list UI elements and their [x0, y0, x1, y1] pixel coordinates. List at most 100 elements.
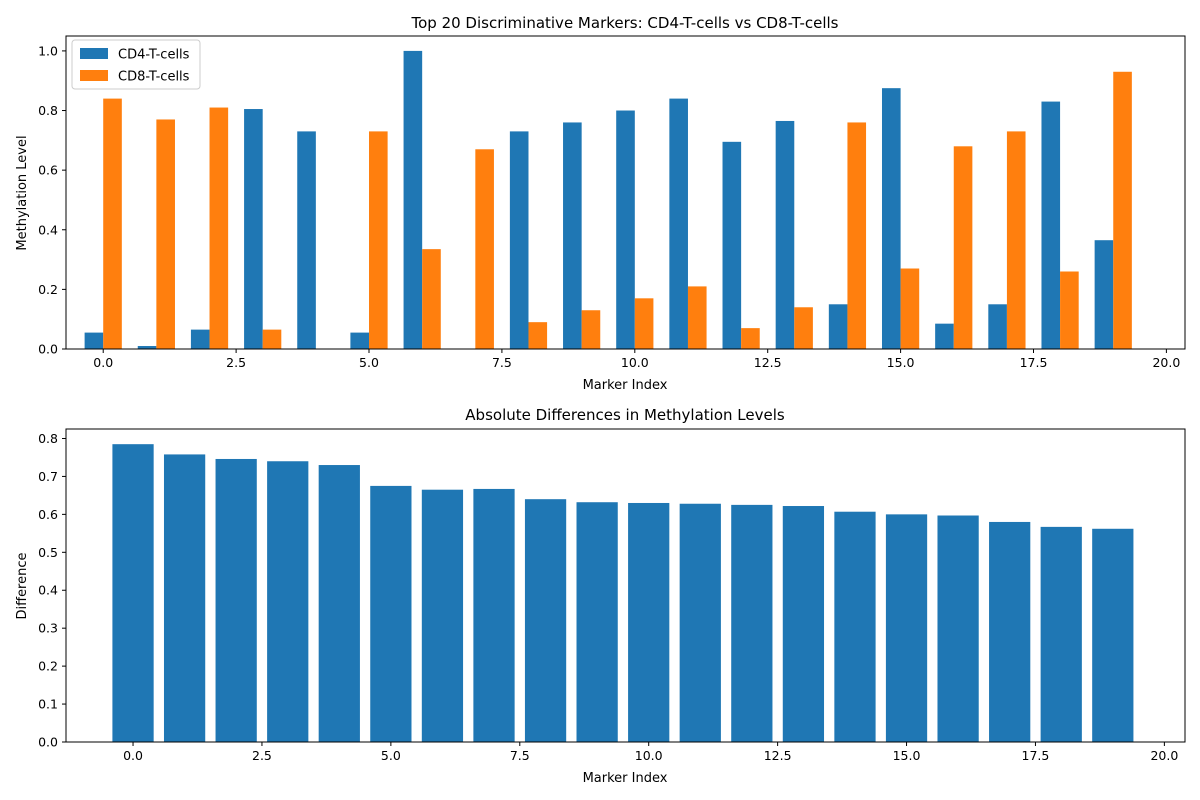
bar-difference-12: [731, 504, 773, 742]
bar-cd8-t-cells-6: [422, 249, 441, 349]
x-tick-label: 10.0: [635, 748, 663, 763]
bar-cd4-t-cells-13: [775, 120, 795, 350]
bar-cd4-t-cells-14: [828, 304, 848, 349]
bar-cd8-t-cells-8: [528, 322, 548, 349]
plot-frame: [65, 428, 1186, 743]
y-tick-label: 0.0: [38, 342, 58, 357]
absolute-differences-chart: Absolute Differences in Methylation Leve…: [15, 406, 1186, 786]
bar-difference-8: [524, 499, 567, 742]
y-tick-label: 0.7: [38, 469, 58, 484]
x-tick-label: 20.0: [1152, 355, 1180, 370]
y-axis-label: Methylation Level: [15, 135, 30, 250]
bar-cd8-t-cells-13: [794, 307, 813, 349]
bar-cd4-t-cells-8: [509, 131, 529, 349]
bar-cd8-t-cells-16: [953, 146, 973, 349]
legend-label-cd8: CD8-T-cells: [118, 70, 190, 85]
bar-difference-4: [318, 465, 360, 742]
bar-cd4-t-cells-11: [669, 98, 688, 349]
x-tick-label: 20.0: [1150, 748, 1178, 763]
y-tick-label: 0.4: [38, 222, 58, 237]
bar-cd8-t-cells-11: [687, 286, 707, 349]
legend-swatch-cd8: [80, 70, 108, 81]
bar-difference-3: [267, 461, 309, 742]
x-tick-label: 12.5: [764, 748, 792, 763]
bar-cd4-t-cells-16: [935, 323, 954, 349]
x-axis-label: Marker Index: [583, 378, 668, 393]
bar-cd8-t-cells-19: [1113, 71, 1132, 350]
bars-group: [112, 444, 1134, 742]
bar-cd8-t-cells-7: [475, 149, 494, 349]
x-tick-label: 0.0: [93, 355, 113, 370]
bar-cd8-t-cells-14: [847, 122, 867, 349]
chart-title: Top 20 Discriminative Markers: CD4-T-cel…: [410, 14, 838, 32]
bar-cd4-t-cells-0: [84, 332, 104, 349]
y-tick-label: 0.3: [38, 621, 58, 636]
legend: CD4-T-cells CD8-T-cells: [71, 39, 201, 90]
bar-difference-14: [834, 511, 876, 742]
bar-difference-1: [163, 454, 206, 742]
x-tick-label: 7.5: [492, 355, 512, 370]
bar-cd8-t-cells-12: [741, 328, 760, 349]
x-ticks: 0.0 2.5 5.0 7.5 10.0 12.5 15.0 17.5 20.0: [93, 349, 1180, 370]
bar-cd4-t-cells-18: [1041, 101, 1061, 349]
bar-cd8-t-cells-10: [634, 298, 654, 349]
x-tick-label: 17.5: [1022, 748, 1050, 763]
bar-cd4-t-cells-15: [881, 88, 901, 350]
bar-cd4-t-cells-10: [616, 110, 635, 350]
bar-cd8-t-cells-0: [103, 98, 122, 349]
bar-cd4-t-cells-3: [244, 109, 263, 349]
bar-cd4-t-cells-12: [722, 141, 742, 349]
bar-difference-16: [937, 515, 979, 742]
bar-difference-11: [679, 503, 721, 742]
bar-cd8-t-cells-17: [1006, 131, 1026, 349]
bar-difference-7: [473, 488, 515, 742]
bar-difference-2: [215, 458, 257, 742]
bar-cd4-t-cells-4: [297, 131, 316, 349]
bar-cd4-t-cells-2: [190, 329, 210, 349]
bar-difference-9: [576, 502, 618, 742]
bar-cd8-t-cells-15: [900, 268, 920, 349]
bars-group: [84, 50, 1132, 350]
y-tick-label: 0.5: [38, 545, 58, 560]
y-tick-label: 0.2: [38, 659, 58, 674]
legend-swatch-cd4: [80, 48, 108, 59]
x-tick-label: 0.0: [123, 748, 143, 763]
y-tick-label: 0.1: [38, 697, 58, 712]
bar-difference-18: [1040, 526, 1082, 742]
chart-title: Absolute Differences in Methylation Leve…: [465, 406, 785, 424]
y-axis-label: Difference: [15, 552, 30, 619]
bar-cd4-t-cells-9: [563, 122, 582, 349]
x-tick-label: 5.0: [359, 355, 379, 370]
x-tick-label: 10.0: [621, 355, 649, 370]
x-tick-label: 2.5: [252, 748, 272, 763]
x-tick-label: 15.0: [893, 748, 921, 763]
y-ticks: 0.0 0.1 0.2 0.3 0.4 0.5 0.6 0.7 0.8: [38, 431, 66, 750]
x-tick-label: 12.5: [754, 355, 782, 370]
y-tick-label: 0.6: [38, 163, 58, 178]
bar-cd8-t-cells-1: [156, 119, 175, 349]
bar-difference-5: [370, 485, 412, 742]
y-tick-label: 1.0: [38, 43, 58, 58]
y-tick-label: 0.4: [38, 583, 58, 598]
bar-cd8-t-cells-18: [1060, 271, 1079, 349]
y-tick-label: 0.8: [38, 431, 58, 446]
x-ticks: 0.0 2.5 5.0 7.5 10.0 12.5 15.0 17.5 20.0: [123, 742, 1178, 763]
legend-label-cd4: CD4-T-cells: [118, 48, 190, 63]
x-axis-label: Marker Index: [583, 771, 668, 786]
methylation-levels-chart: Top 20 Discriminative Markers: CD4-T-cel…: [15, 14, 1186, 393]
bar-difference-19: [1092, 528, 1134, 742]
bar-cd8-t-cells-2: [209, 107, 229, 349]
y-tick-label: 0.0: [38, 735, 58, 750]
x-tick-label: 17.5: [1020, 355, 1048, 370]
bar-difference-0: [112, 444, 154, 742]
bar-cd8-t-cells-9: [581, 310, 601, 349]
bar-cd4-t-cells-1: [137, 346, 157, 349]
bar-difference-10: [628, 502, 670, 742]
x-tick-label: 2.5: [226, 355, 246, 370]
bar-cd4-t-cells-5: [350, 332, 370, 349]
x-tick-label: 5.0: [381, 748, 401, 763]
x-tick-label: 15.0: [887, 355, 915, 370]
plot-frame: [65, 35, 1186, 350]
bar-difference-17: [989, 521, 1031, 742]
